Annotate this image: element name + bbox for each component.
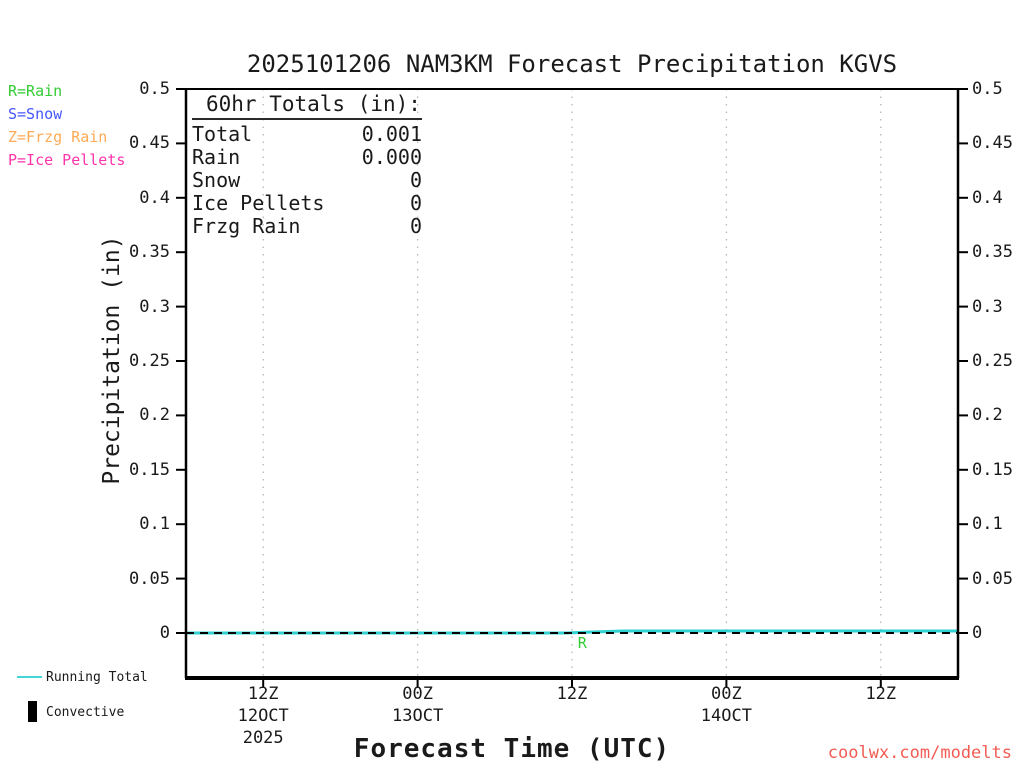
x-tick-date-label: 14OCT xyxy=(700,706,752,726)
chart-title: 2025101206 NAM3KM Forecast Precipitation… xyxy=(246,50,898,78)
x-tick-time-label: 12Z xyxy=(865,684,897,704)
totals-row-value: 0.000 xyxy=(361,145,422,169)
totals-row-label: Total xyxy=(192,122,253,146)
x-tick-time-label: 12Z xyxy=(556,684,588,704)
y-tick-label: 0.5 xyxy=(139,79,170,99)
y-tick-label: 0.4 xyxy=(139,187,170,208)
totals-row: Total 0.001 xyxy=(192,123,422,146)
convective-legend-label: Convective xyxy=(46,705,125,720)
totals-row-value: 0 xyxy=(409,168,422,192)
totals-row: Ice Pellets 0 xyxy=(192,192,422,215)
totals-row: Frzg Rain 0 xyxy=(192,215,422,238)
type-legend-item: S=Snow xyxy=(8,105,63,123)
running-total-line-swatch xyxy=(17,676,42,678)
convective-bar-swatch xyxy=(28,701,37,722)
totals-summary-box: 60hr Totals (in): Total 0.001 Rain 0.000 Sno… xyxy=(192,92,422,238)
watermark-url: coolwx.com/modelts xyxy=(827,743,1012,763)
x-axis-label: Forecast Time (UTC) xyxy=(353,734,671,764)
x-tick-time-label: 00Z xyxy=(402,684,433,704)
y-tick-label: 0.25 xyxy=(972,351,1013,371)
y-tick-label: 0.05 xyxy=(972,568,1013,589)
y-tick-label: 0 xyxy=(972,623,983,643)
y-tick-label: 0.35 xyxy=(129,242,170,263)
y-tick-label: 0.35 xyxy=(972,242,1013,263)
y-tick-label: 0.1 xyxy=(139,514,170,535)
y-tick-label: 0.15 xyxy=(972,459,1013,480)
y-tick-label: 0 xyxy=(159,623,170,643)
x-tick-time-label: 00Z xyxy=(711,684,742,704)
x-tick-date-label: 13OCT xyxy=(392,706,444,726)
y-tick-label: 0.5 xyxy=(972,79,1003,99)
totals-row-label: Ice Pellets xyxy=(192,191,325,215)
type-legend-item: Z=Frzg Rain xyxy=(8,128,108,146)
totals-row-value: 0.001 xyxy=(361,122,422,146)
totals-row: Snow 0 xyxy=(192,169,422,192)
totals-row-value: 0 xyxy=(409,214,422,238)
y-tick-label: 0.45 xyxy=(129,133,170,154)
type-legend-item: R=Rain xyxy=(8,82,63,100)
totals-row-value: 0 xyxy=(409,191,422,215)
type-legend-item: P=Ice Pellets xyxy=(8,151,126,169)
x-tick-year-label: 2025 xyxy=(242,728,284,748)
x-tick-date-label: 12OCT xyxy=(237,706,289,726)
y-tick-label: 0.2 xyxy=(972,405,1003,426)
totals-row-label: Rain xyxy=(192,145,241,169)
x-tick-time-label: 12Z xyxy=(247,684,279,704)
totals-rows: Total 0.001 Rain 0.000 Snow 0 Ice Pellets 0 Frzg… xyxy=(192,123,422,238)
totals-row-label: Frzg Rain xyxy=(192,214,301,238)
y-tick-label: 0.45 xyxy=(972,133,1013,154)
running-total-legend-label: Running Total xyxy=(46,670,148,685)
y-tick-label: 0.15 xyxy=(129,459,170,480)
totals-heading: 60hr Totals (in): xyxy=(192,92,422,120)
y-tick-label: 0.3 xyxy=(139,296,170,317)
y-tick-label: 0.2 xyxy=(139,405,170,426)
y-tick-label: 0.25 xyxy=(129,351,170,371)
y-tick-label: 0.3 xyxy=(972,296,1003,317)
precip-type-legend: R=Rain S=Snow Z=Frzg Rain P=Ice Pellets xyxy=(8,80,125,172)
totals-row-label: Snow xyxy=(192,168,241,192)
y-tick-label: 0.05 xyxy=(129,568,170,589)
totals-row: Rain 0.000 xyxy=(192,146,422,169)
y-tick-label: 0.4 xyxy=(972,187,1003,208)
rain-type-marker: R xyxy=(578,634,588,652)
y-tick-label: 0.1 xyxy=(972,514,1003,535)
